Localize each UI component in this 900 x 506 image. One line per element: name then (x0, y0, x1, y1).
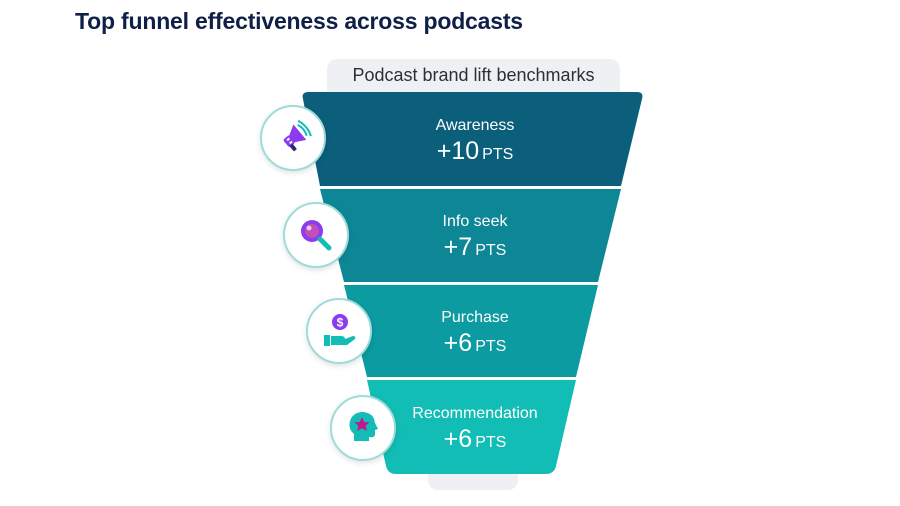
svg-text:$: $ (337, 316, 344, 330)
funnel-segment-info-seek (320, 189, 621, 282)
stage-value: +10 PTS (436, 137, 514, 165)
stage-recommendation-label: Recommendation +6 PTS (330, 405, 620, 454)
page-title: Top funnel effectiveness across podcasts (75, 8, 523, 34)
stage-name: Awareness (435, 117, 515, 134)
stage-value: +6 PTS (443, 329, 507, 357)
stage-info-seek-label: Info seek +7 PTS (330, 213, 620, 262)
stage-awareness-label: Awareness +10 PTS (330, 117, 620, 166)
stage-value: +7 PTS (443, 233, 507, 261)
funnel-segment-recommendation (367, 380, 576, 474)
magnifier-icon (283, 202, 349, 268)
stage-name: Recommendation (412, 405, 538, 422)
stage-purchase-label: Purchase +6 PTS (330, 309, 620, 358)
funnel-segment-purchase (344, 285, 598, 377)
funnel-segment-awareness (302, 92, 643, 186)
funnel-base-pill (428, 470, 518, 490)
stage-name: Info seek (442, 213, 508, 230)
megaphone-icon (260, 105, 326, 171)
stage-value: +6 PTS (443, 425, 507, 453)
funnel-header-pill: Podcast brand lift benchmarks (327, 59, 620, 93)
stage-name: Purchase (441, 309, 509, 326)
hand-coin-icon: $ (306, 298, 372, 364)
head-star-icon (330, 395, 396, 461)
